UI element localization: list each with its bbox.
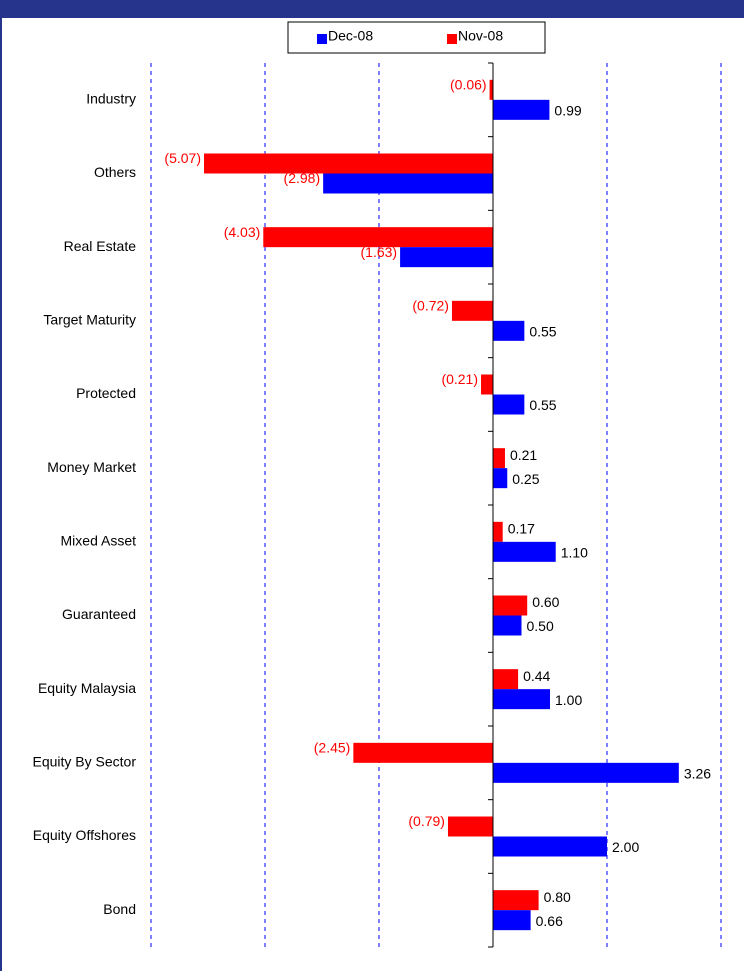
bar — [493, 541, 556, 562]
bar — [400, 247, 493, 268]
legend-box — [287, 21, 546, 54]
bar — [493, 99, 550, 120]
category-label: Money Market — [47, 459, 136, 475]
bar — [451, 300, 493, 321]
bar — [493, 595, 528, 616]
value-label: (2.98) — [284, 170, 321, 186]
bar — [353, 742, 493, 763]
category-label: Equity Offshores — [33, 827, 136, 843]
value-label: 0.66 — [536, 913, 563, 929]
value-label: 1.00 — [555, 692, 582, 708]
category-label: Equity By Sector — [33, 754, 137, 770]
value-label: 2.00 — [612, 839, 639, 855]
bar — [204, 153, 493, 174]
bar — [263, 227, 493, 248]
bar — [493, 762, 679, 783]
value-label: 0.25 — [512, 471, 539, 487]
bar — [493, 669, 519, 690]
value-label: 0.55 — [529, 397, 556, 413]
bar — [481, 374, 493, 395]
value-label: (0.79) — [408, 813, 445, 829]
bar — [493, 468, 508, 489]
legend-swatch — [317, 34, 327, 44]
category-label: Mixed Asset — [61, 533, 137, 549]
bar — [493, 836, 607, 857]
value-label: (4.03) — [224, 224, 261, 240]
category-label: Bond — [103, 901, 136, 917]
value-label: 0.99 — [554, 103, 581, 119]
value-label: 0.21 — [510, 447, 537, 463]
bar — [447, 816, 493, 837]
value-label: (0.21) — [441, 371, 478, 387]
value-label: (1.63) — [361, 244, 398, 260]
bar — [493, 615, 522, 636]
category-label: Industry — [86, 91, 136, 107]
bar — [493, 448, 505, 469]
header-strip — [0, 0, 744, 18]
bar — [493, 521, 503, 542]
value-label: (0.72) — [412, 298, 449, 314]
category-label: Others — [94, 164, 136, 180]
legend-swatch — [447, 34, 457, 44]
value-label: (2.45) — [314, 740, 351, 756]
value-label: 0.60 — [532, 594, 559, 610]
value-label: 1.10 — [561, 545, 588, 561]
bar — [489, 79, 493, 100]
category-label: Guaranteed — [62, 606, 136, 622]
value-label: (5.07) — [164, 150, 201, 166]
bar — [493, 320, 525, 341]
bar — [493, 394, 525, 415]
category-label: Equity Malaysia — [38, 680, 136, 696]
value-label: 0.17 — [508, 521, 535, 537]
category-label: Protected — [76, 385, 136, 401]
bar — [493, 910, 531, 931]
category-label: Target Maturity — [43, 312, 136, 328]
value-label: (0.06) — [450, 77, 487, 93]
value-label: 0.50 — [527, 618, 554, 634]
bar — [323, 173, 493, 194]
value-label: 0.80 — [544, 889, 571, 905]
bar — [493, 890, 539, 911]
left-border — [0, 0, 2, 971]
value-label: 0.55 — [529, 324, 556, 340]
legend-label: Nov-08 — [458, 28, 503, 44]
legend-label: Dec-08 — [328, 28, 373, 44]
bar — [493, 689, 550, 710]
category-label: Real Estate — [64, 238, 137, 254]
value-label: 0.44 — [523, 668, 550, 684]
value-label: 3.26 — [684, 766, 711, 782]
